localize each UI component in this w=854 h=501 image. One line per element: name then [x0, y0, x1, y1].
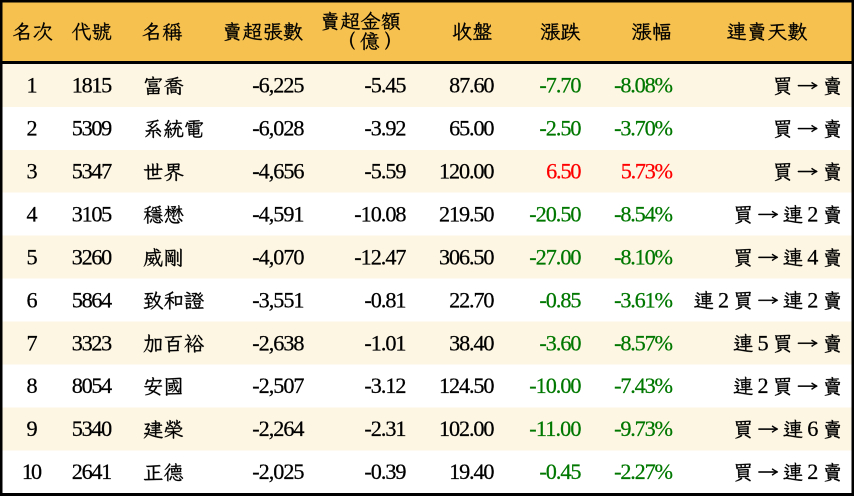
svg-text:-3.70%: -3.70% [614, 116, 673, 141]
svg-text:-2,638: -2,638 [252, 330, 304, 355]
svg-text:-3.60: -3.60 [539, 330, 581, 355]
svg-text:2641: 2641 [72, 459, 112, 484]
svg-text:-8.54%: -8.54% [614, 202, 673, 227]
svg-text:2: 2 [807, 202, 818, 227]
svg-text:2: 2 [807, 459, 818, 484]
svg-text:-10.00: -10.00 [529, 373, 581, 398]
svg-text:5340: 5340 [72, 416, 112, 441]
svg-text:-12.47: -12.47 [354, 244, 406, 269]
svg-text:5: 5 [26, 244, 37, 269]
svg-text:102.00: 102.00 [439, 416, 495, 441]
svg-text:-7.43%: -7.43% [614, 373, 673, 398]
svg-text:1: 1 [26, 73, 37, 98]
svg-text:6: 6 [26, 287, 37, 312]
svg-text:-3.12: -3.12 [364, 373, 406, 398]
svg-text:-2.31: -2.31 [364, 416, 406, 441]
svg-text:-3.61%: -3.61% [614, 287, 673, 312]
svg-text:-4,070: -4,070 [252, 244, 304, 269]
svg-text:-0.85: -0.85 [539, 287, 581, 312]
svg-text:-8.57%: -8.57% [614, 330, 673, 355]
svg-text:65.00: 65.00 [449, 116, 494, 141]
svg-text:306.50: 306.50 [439, 244, 495, 269]
svg-text:-27.00: -27.00 [529, 244, 581, 269]
svg-text:2: 2 [718, 287, 729, 312]
svg-text:-9.73%: -9.73% [614, 416, 673, 441]
svg-text:5347: 5347 [72, 159, 112, 184]
svg-text:5309: 5309 [72, 116, 112, 141]
svg-text:5: 5 [757, 330, 768, 355]
svg-text:87.60: 87.60 [449, 73, 494, 98]
svg-text:-1.01: -1.01 [364, 330, 406, 355]
svg-text:-6,225: -6,225 [252, 73, 304, 98]
svg-text:-2.27%: -2.27% [614, 459, 673, 484]
svg-text:4: 4 [26, 202, 37, 227]
svg-text:-2,507: -2,507 [252, 373, 304, 398]
svg-text:8: 8 [26, 373, 37, 398]
svg-text:-3.92: -3.92 [364, 116, 406, 141]
svg-text:-0.39: -0.39 [364, 459, 406, 484]
svg-text:2: 2 [26, 116, 37, 141]
svg-text:-7.70: -7.70 [539, 73, 581, 98]
svg-text:-0.45: -0.45 [539, 459, 581, 484]
svg-text:120.00: 120.00 [439, 159, 495, 184]
svg-text:7: 7 [26, 330, 37, 355]
svg-text:-5.45: -5.45 [364, 73, 406, 98]
svg-text:-8.10%: -8.10% [614, 244, 673, 269]
svg-text:22.70: 22.70 [449, 287, 494, 312]
svg-text:2: 2 [757, 373, 768, 398]
svg-text:6.50: 6.50 [546, 159, 581, 184]
svg-text:6: 6 [807, 416, 818, 441]
svg-text:-11.00: -11.00 [529, 416, 581, 441]
svg-text:-10.08: -10.08 [354, 202, 406, 227]
svg-text:-4,656: -4,656 [252, 159, 304, 184]
svg-text:8054: 8054 [72, 373, 112, 398]
svg-text:2: 2 [807, 287, 818, 312]
svg-text:5.73%: 5.73% [621, 159, 673, 184]
svg-text:-3,551: -3,551 [252, 287, 304, 312]
svg-text:9: 9 [26, 416, 37, 441]
svg-text:1815: 1815 [72, 73, 112, 98]
svg-text:-5.59: -5.59 [364, 159, 406, 184]
svg-text:4: 4 [807, 244, 818, 269]
svg-text:-4,591: -4,591 [252, 202, 304, 227]
svg-text:10: 10 [22, 459, 42, 484]
svg-text:219.50: 219.50 [439, 202, 495, 227]
svg-text:-6,028: -6,028 [252, 116, 304, 141]
svg-text:3105: 3105 [72, 202, 112, 227]
svg-text:19.40: 19.40 [449, 459, 494, 484]
svg-text:38.40: 38.40 [449, 330, 494, 355]
svg-text:-20.50: -20.50 [529, 202, 581, 227]
svg-text:5864: 5864 [72, 287, 112, 312]
svg-text:-0.81: -0.81 [364, 287, 406, 312]
svg-text:124.50: 124.50 [439, 373, 495, 398]
svg-text:-2.50: -2.50 [539, 116, 581, 141]
svg-text:3: 3 [26, 159, 37, 184]
svg-text:3323: 3323 [72, 330, 112, 355]
svg-text:-2,264: -2,264 [252, 416, 304, 441]
svg-text:3260: 3260 [72, 244, 112, 269]
svg-text:-8.08%: -8.08% [614, 73, 673, 98]
svg-text:-2,025: -2,025 [252, 459, 304, 484]
